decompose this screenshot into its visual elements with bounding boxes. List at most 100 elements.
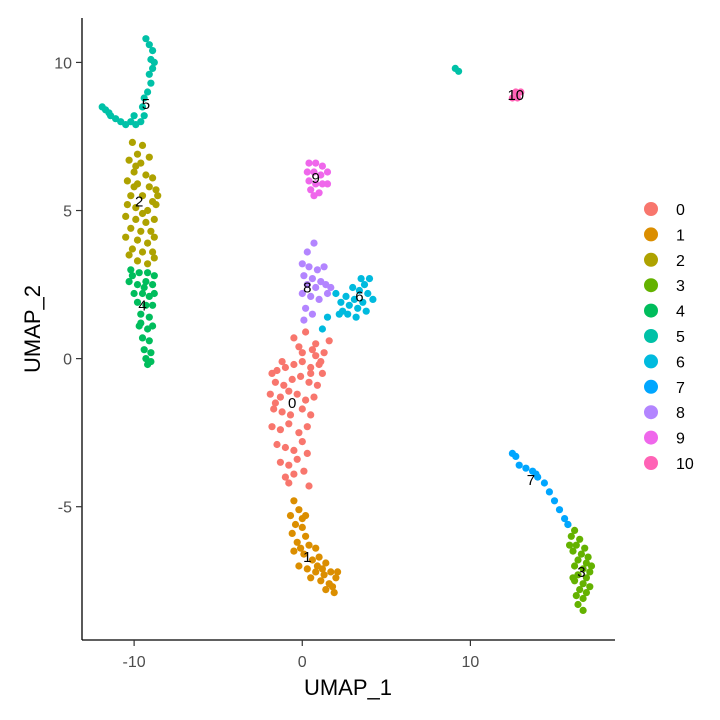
data-point-cluster-3 (582, 589, 591, 597)
data-point-cluster-0 (305, 378, 313, 386)
data-point-cluster-6 (357, 275, 365, 283)
data-point-cluster-5 (140, 94, 148, 102)
data-point-cluster-0 (317, 358, 325, 366)
data-point-cluster-8 (298, 289, 306, 298)
cluster-label-10: 10 (507, 87, 524, 104)
data-point-cluster-2 (150, 254, 158, 262)
data-point-cluster-2 (152, 186, 160, 194)
data-point-cluster-2 (149, 174, 157, 182)
data-point-cluster-2 (123, 201, 131, 209)
data-point-cluster-1 (312, 568, 320, 576)
x-tick-label: 0 (298, 654, 307, 671)
data-point-cluster-3 (579, 565, 587, 573)
data-point-cluster-6 (335, 310, 343, 318)
data-point-cluster-0 (278, 408, 286, 416)
data-point-cluster-0 (270, 405, 278, 413)
data-point-cluster-0 (320, 349, 328, 357)
data-point-cluster-3 (571, 526, 579, 535)
data-point-cluster-7 (540, 479, 549, 487)
data-point-cluster-3 (577, 550, 586, 558)
data-point-cluster-0 (285, 461, 293, 469)
legend-swatch-8 (644, 405, 658, 420)
data-point-cluster-0 (312, 340, 320, 348)
data-point-cluster-7 (564, 520, 572, 529)
data-point-cluster-1 (288, 529, 296, 538)
data-point-cluster-8 (308, 310, 316, 318)
data-point-cluster-2 (125, 156, 133, 164)
legend-label-8: 8 (676, 405, 685, 422)
data-point-cluster-2 (133, 150, 142, 158)
data-point-cluster-1 (317, 577, 325, 585)
data-point-cluster-1 (312, 544, 320, 552)
data-point-cluster-0 (307, 363, 315, 372)
data-point-cluster-8 (303, 281, 311, 289)
data-point-cluster-0 (288, 375, 296, 383)
data-point-cluster-8 (312, 283, 320, 292)
data-point-cluster-5 (138, 103, 147, 111)
data-point-cluster-8 (323, 289, 332, 298)
y-tick-label: -5 (58, 500, 72, 517)
legend-label-9: 9 (676, 431, 685, 448)
data-point-cluster-1 (298, 523, 306, 532)
legend: 0 1 2 3 4 5 6 7 8 9 10 (644, 202, 694, 473)
data-point-cluster-0 (290, 334, 298, 342)
data-point-cluster-1 (322, 586, 330, 594)
data-point-cluster-6 (364, 289, 372, 298)
data-point-cluster-5 (147, 79, 155, 87)
data-point-cluster-0 (281, 443, 289, 452)
legend-label-7: 7 (676, 380, 685, 397)
data-point-cluster-4 (128, 272, 136, 280)
data-point-cluster-3 (574, 600, 582, 609)
legend-swatch-9 (644, 430, 658, 445)
data-point-cluster-0 (293, 390, 301, 398)
data-point-cluster-6 (349, 283, 357, 292)
data-point-cluster-4 (144, 360, 152, 369)
data-point-cluster-5 (98, 103, 106, 111)
data-point-cluster-5 (455, 67, 463, 75)
data-point-cluster-9 (307, 186, 315, 194)
data-point-cluster-0 (273, 440, 281, 449)
data-point-cluster-4 (142, 278, 150, 286)
data-point-cluster-6 (365, 275, 374, 283)
cluster-label-8: 8 (303, 280, 311, 297)
data-point-cluster-4 (147, 349, 155, 357)
data-point-cluster-4 (135, 269, 143, 277)
data-point-cluster-4 (140, 283, 148, 292)
legend-swatch-0 (644, 202, 658, 216)
data-point-cluster-1 (332, 574, 340, 582)
data-point-cluster-0 (305, 482, 313, 490)
data-point-cluster-6 (355, 286, 363, 295)
data-point-cluster-6 (350, 295, 358, 303)
data-point-cluster-4 (144, 269, 152, 277)
legend-swatch-3 (644, 278, 658, 293)
data-point-cluster-0 (266, 390, 274, 398)
data-point-cluster-2 (150, 233, 158, 241)
data-point-cluster-2 (144, 239, 152, 247)
data-point-cluster-3 (587, 562, 596, 570)
data-point-cluster-8 (303, 248, 311, 256)
data-point-cluster-4 (145, 337, 153, 345)
data-point-cluster-0 (285, 420, 293, 428)
data-point-cluster-0 (280, 381, 288, 389)
data-point-cluster-2 (138, 141, 147, 149)
data-point-cluster-2 (130, 168, 138, 176)
data-point-cluster-4 (145, 313, 153, 321)
data-point-cluster-0 (290, 360, 298, 369)
data-point-cluster-0 (295, 343, 303, 351)
data-point-cluster-3 (586, 583, 594, 591)
data-point-cluster-1 (295, 562, 303, 570)
data-point-cluster-0 (276, 426, 284, 434)
data-point-cluster-0 (290, 446, 298, 454)
data-point-cluster-5 (130, 112, 138, 120)
data-point-cluster-7 (515, 461, 523, 469)
data-point-cluster-4 (142, 301, 150, 309)
data-point-cluster-7 (512, 452, 520, 460)
data-point-cluster-4 (150, 289, 158, 298)
data-point-cluster-6 (345, 301, 353, 309)
data-point-cluster-6 (359, 298, 367, 306)
data-point-cluster-2 (128, 245, 136, 253)
data-point-cluster-2 (128, 138, 136, 146)
data-point-cluster-9 (312, 180, 320, 188)
legend-swatch-6 (644, 354, 658, 369)
